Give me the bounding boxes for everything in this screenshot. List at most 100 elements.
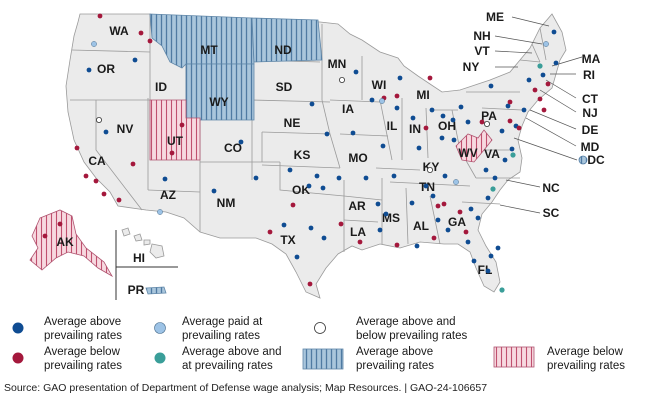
label-dc: DC (587, 153, 605, 167)
marker-mixed (483, 121, 490, 128)
label-wv: WV (458, 146, 477, 160)
inset-dividers (115, 230, 178, 300)
marker-below (147, 38, 153, 44)
marker-above (162, 176, 168, 182)
label-oh: OH (438, 119, 456, 133)
marker-below (507, 99, 513, 105)
label-wa: WA (109, 24, 129, 38)
label-mt: MT (200, 43, 218, 57)
legend-label-paid-at-line2: prevailing rates (182, 330, 260, 342)
marker-paid-at (543, 41, 549, 47)
marker-below (267, 229, 273, 235)
marker-above (416, 145, 422, 151)
marker-below (307, 281, 313, 287)
label-va: VA (484, 147, 500, 161)
marker-below (457, 209, 463, 215)
marker-above (499, 128, 505, 134)
marker-below (516, 125, 522, 131)
marker-above (492, 175, 498, 181)
marker-above-and-at (499, 287, 505, 293)
label-me: ME (486, 10, 504, 24)
label-co: CO (224, 141, 242, 155)
marker-above (369, 97, 375, 103)
label-in: IN (409, 122, 421, 136)
marker-below (541, 107, 547, 113)
marker-below (357, 239, 363, 245)
label-ma: MA (582, 52, 601, 66)
markers-paid-at (91, 41, 549, 215)
marker-mixed (96, 117, 103, 124)
state-labels: WA OR CA NV ID MT WY UT AZ CO NM ND SD N… (56, 10, 605, 297)
marker-above (306, 183, 312, 189)
marker-below (42, 233, 48, 239)
marker-above (526, 77, 532, 83)
marker-mixed (338, 77, 345, 84)
marker-below (545, 81, 551, 87)
markers-below (42, 13, 551, 287)
marker-below (394, 242, 400, 248)
label-il: IL (387, 119, 398, 133)
marker-above-and-at (537, 63, 543, 69)
marker-below (97, 13, 103, 19)
legend-label-state-below-line1: Average below (547, 346, 624, 358)
label-ks: KS (294, 148, 311, 162)
label-ny: NY (463, 60, 480, 74)
legend-label-state-above-line2: prevailing rates (356, 360, 434, 372)
marker-above (435, 217, 441, 223)
marker-above (350, 130, 356, 136)
label-wy: WY (209, 95, 228, 109)
marker-above (211, 188, 217, 194)
label-mn: MN (328, 57, 347, 71)
marker-above (103, 129, 109, 135)
marker-below (479, 119, 485, 125)
marker-above (380, 143, 386, 149)
marker-paid-at (379, 98, 385, 104)
marker-below (138, 30, 144, 36)
label-sd: SD (276, 80, 293, 94)
marker-above (488, 83, 494, 89)
legend-swatch-below (12, 352, 24, 364)
marker-below (130, 161, 136, 167)
label-tx: TX (280, 233, 295, 247)
label-ia: IA (342, 102, 354, 116)
marker-above (353, 69, 359, 75)
marker-below (435, 203, 441, 209)
label-hi: HI (133, 251, 145, 265)
state-wyoming (185, 63, 255, 121)
label-ok: OK (292, 183, 310, 197)
marker-below (179, 122, 185, 128)
legend-swatch-above (12, 322, 24, 334)
territory-puerto-rico (145, 286, 167, 295)
marker-above (468, 206, 474, 212)
marker-below (507, 118, 513, 124)
source-note: Source: GAO presentation of Department o… (4, 382, 487, 394)
legend-swatch-above-and-at (154, 352, 166, 364)
legend-label-below-line1: Average below (44, 346, 121, 358)
marker-above (485, 195, 491, 201)
marker-above (391, 173, 397, 179)
marker-above (471, 258, 477, 264)
marker-above (281, 222, 287, 228)
state-alaska (29, 209, 114, 278)
marker-above (253, 175, 259, 181)
markers-above-and-at (490, 63, 543, 293)
marker-below (101, 191, 107, 197)
marker-below (57, 221, 63, 227)
state-hawaii (121, 227, 165, 259)
marker-above (86, 67, 92, 73)
label-mi: MI (416, 88, 429, 102)
marker-above (465, 239, 471, 245)
label-de: DE (582, 123, 599, 137)
marker-above (132, 57, 138, 63)
legend-label-below-line2: prevailing rates (44, 360, 122, 372)
marker-above (375, 201, 381, 207)
marker-above (383, 211, 389, 217)
marker-paid-at (91, 41, 97, 47)
label-id: ID (155, 80, 167, 94)
marker-below (74, 145, 80, 151)
marker-below (427, 75, 433, 81)
label-wi: WI (372, 78, 387, 92)
label-nd: ND (274, 43, 292, 57)
marker-paid-at (157, 209, 163, 215)
